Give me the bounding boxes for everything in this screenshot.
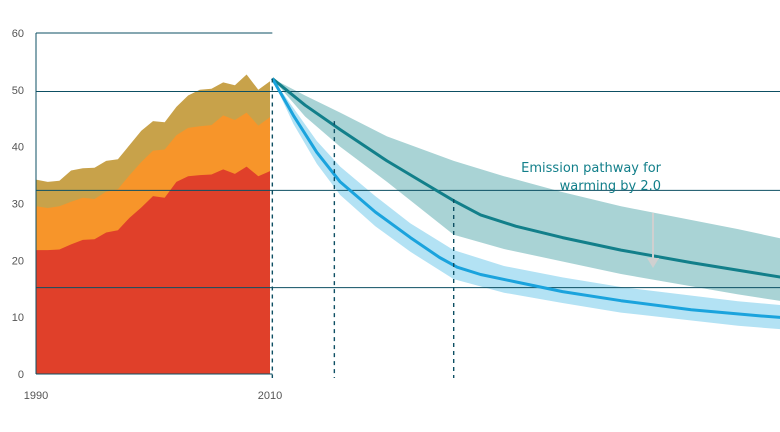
historical-area-0: [36, 166, 270, 374]
y-tick-label-50: 50: [12, 85, 24, 97]
annotation-line-2: warming by 2.0: [560, 179, 661, 194]
y-tick-label-60: 60: [12, 28, 24, 40]
x-tick-label-2010: 2010: [258, 390, 282, 402]
annotation-arrow-head: [647, 258, 659, 268]
tick-labels: 0 10 20 30 40 50 60 1990 2010: [12, 28, 282, 402]
light-pathway-line: [270, 77, 780, 319]
y-tick-label-20: 20: [12, 255, 24, 267]
y-tick-label-30: 30: [12, 199, 24, 211]
projection-lines: [270, 77, 780, 319]
axes: [35, 32, 273, 375]
dark-pathway-line: [271, 77, 780, 279]
projection-bands: [272, 78, 780, 330]
horizontal-reference-lines: [36, 91, 780, 289]
y-tick-label-40: 40: [12, 142, 24, 154]
annotation-line-1: Emission pathway for: [521, 161, 661, 176]
light-pathway-band: [272, 78, 780, 330]
dashed-markers: [271, 78, 455, 378]
y-tick-label-0: 0: [18, 369, 24, 381]
annotation: Emission pathway for warming by 2.0: [521, 161, 662, 268]
historical-areas: [36, 74, 270, 374]
x-tick-label-1990: 1990: [24, 390, 48, 402]
y-tick-label-10: 10: [12, 312, 24, 324]
